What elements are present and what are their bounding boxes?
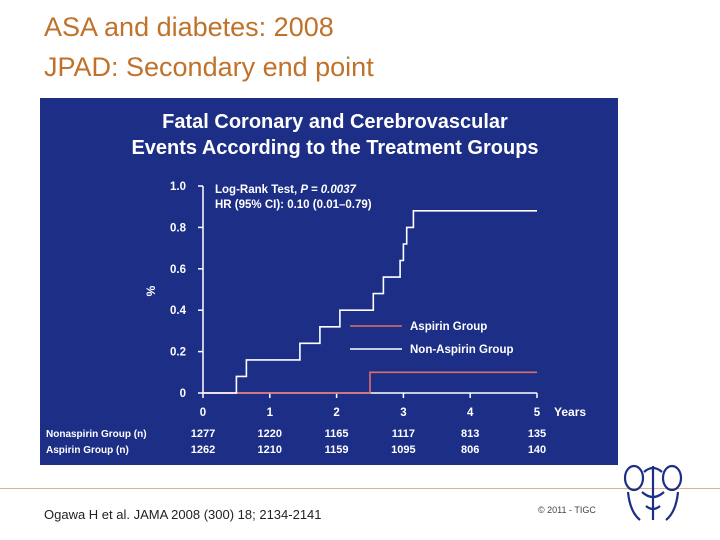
risk-cell: 1117 (392, 428, 415, 440)
risk-cell: 135 (528, 428, 546, 440)
x-tick-label: 3 (400, 407, 406, 419)
chart-axes: 0 0.2 0.4 0.6 0.8 1.0 0 1 2 3 4 5 (170, 181, 541, 419)
organization-logo-icon (623, 464, 683, 521)
y-axis-label: % (144, 285, 158, 296)
risk-cell: 813 (461, 428, 479, 440)
annotation-test-label: Log-Rank Test, (215, 184, 300, 196)
slide-title-line2: JPAD: Secondary end point (44, 52, 374, 82)
y-tick-label: 0 (180, 388, 186, 400)
risk-table: Nonaspirin Group (n) 1277 1220 1165 1117 813 1… (46, 428, 546, 456)
citation: Ogawa H et al. JAMA 2008 (300) 18; 2134-… (44, 507, 322, 522)
risk-row-label: Nonaspirin Group (n) (46, 429, 147, 440)
series-line-aspirin (203, 371, 537, 394)
chart-figure: Fatal Coronary and Cerebrovascular Event… (40, 98, 618, 465)
x-tick-label: 2 (333, 407, 339, 419)
footer-divider (0, 488, 720, 489)
y-tick-label: 1.0 (170, 181, 186, 193)
chart-series (203, 210, 537, 394)
x-tick-label: 0 (200, 407, 206, 419)
y-tick-label: 0.2 (170, 347, 186, 359)
risk-cell: 1159 (325, 444, 349, 456)
y-tick-label: 0.4 (170, 305, 187, 317)
chart-legend: Aspirin Group Non-Aspirin Group (350, 321, 514, 356)
x-tick-label: 1 (267, 407, 274, 419)
slide-title-line1: ASA and diabetes: 2008 (44, 12, 334, 42)
kaplan-meier-chart: Fatal Coronary and Cerebrovascular Event… (46, 111, 586, 456)
risk-cell: 1277 (191, 428, 215, 440)
x-tick-label: 5 (534, 407, 541, 419)
x-tick-label: 4 (467, 407, 474, 419)
x-axis-label: Years (554, 405, 586, 419)
annotation-line2: HR (95% CI): 0.10 (0.01–0.79) (215, 199, 372, 211)
annotation-line1: Log-Rank Test, P = 0.0037 (215, 184, 357, 196)
chart-title-line2: Events According to the Treatment Groups (131, 137, 538, 159)
legend-label: Aspirin Group (410, 321, 487, 333)
risk-cell: 1095 (391, 444, 415, 456)
y-tick-label: 0.8 (170, 222, 187, 234)
copyright: © 2011 - TIGC (538, 505, 596, 515)
series-line-non-aspirin (203, 210, 537, 394)
risk-cell: 140 (528, 444, 546, 456)
risk-cell: 1262 (191, 444, 215, 456)
risk-cell: 1220 (258, 428, 282, 440)
annotation-p-value: P = 0.0037 (300, 184, 356, 196)
risk-cell: 1165 (325, 428, 349, 440)
risk-cell: 1210 (258, 444, 282, 456)
chart-title-line1: Fatal Coronary and Cerebrovascular (162, 111, 508, 133)
risk-row-label: Aspirin Group (n) (46, 445, 129, 456)
y-tick-label: 0.6 (170, 264, 186, 276)
legend-label: Non-Aspirin Group (410, 344, 514, 356)
risk-cell: 806 (461, 444, 479, 456)
